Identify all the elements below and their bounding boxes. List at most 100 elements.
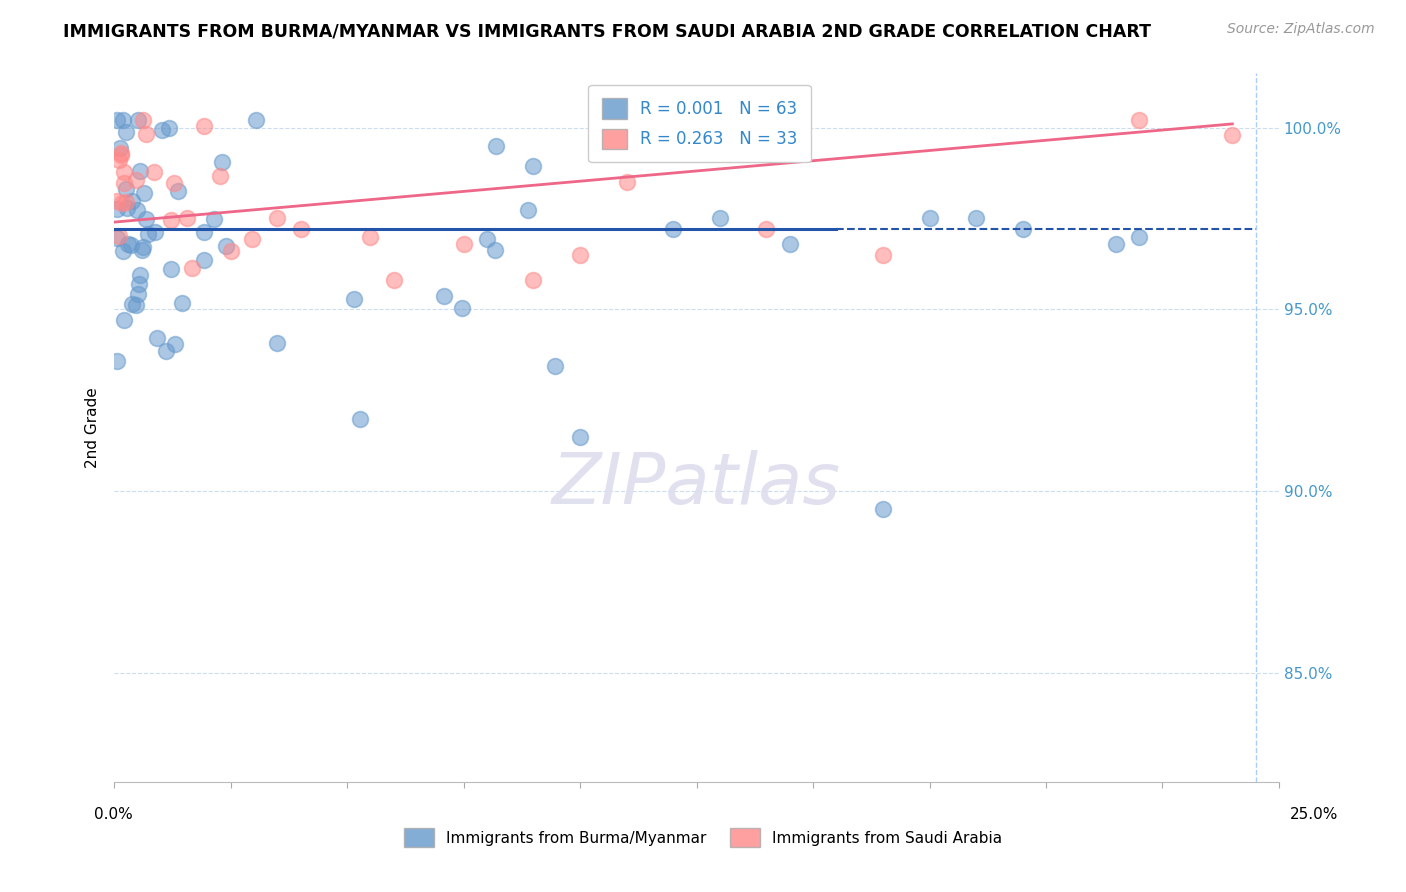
Point — [127, 113, 149, 128]
Point — [163, 336, 186, 351]
Point — [662, 222, 685, 236]
Y-axis label: 2nd Grade: 2nd Grade — [86, 387, 100, 468]
Point — [128, 277, 150, 291]
Point — [211, 155, 233, 169]
Point — [145, 330, 167, 344]
Point — [872, 248, 894, 262]
Point — [1011, 222, 1033, 236]
Point — [111, 244, 134, 258]
Point — [162, 176, 184, 190]
Point — [343, 292, 366, 306]
Point — [105, 230, 128, 244]
Point — [779, 236, 801, 251]
Point — [219, 244, 242, 259]
Point — [105, 354, 128, 368]
Point — [125, 173, 148, 187]
Point — [132, 240, 155, 254]
Point — [209, 169, 232, 184]
Point — [543, 359, 565, 373]
Point — [266, 336, 288, 351]
Point — [245, 113, 267, 128]
Point — [125, 297, 148, 311]
Point — [108, 228, 131, 243]
Point — [112, 113, 135, 128]
Point — [569, 248, 592, 262]
Point — [1105, 236, 1128, 251]
Point — [349, 411, 371, 425]
Point — [522, 273, 544, 287]
Point — [709, 211, 731, 226]
Point — [115, 181, 138, 195]
Point — [160, 212, 183, 227]
Text: ZIPatlas: ZIPatlas — [553, 450, 841, 519]
Point — [110, 148, 132, 162]
Point — [105, 202, 128, 217]
Point — [127, 287, 149, 301]
Point — [240, 232, 263, 246]
Legend: R = 0.001   N = 63, R = 0.263   N = 33: R = 0.001 N = 63, R = 0.263 N = 33 — [589, 85, 811, 162]
Point — [131, 243, 153, 257]
Point — [569, 430, 592, 444]
Point — [125, 203, 148, 218]
Point — [166, 184, 188, 198]
Point — [965, 211, 987, 226]
Point — [121, 297, 143, 311]
Point — [181, 261, 204, 276]
Text: 25.0%: 25.0% — [1291, 807, 1339, 822]
Point — [155, 343, 177, 358]
Point — [138, 227, 160, 242]
Point — [918, 211, 941, 226]
Point — [266, 211, 288, 226]
Point — [1220, 128, 1243, 142]
Point — [215, 239, 238, 253]
Point — [475, 232, 498, 246]
Point — [117, 237, 139, 252]
Point — [176, 211, 198, 225]
Point — [112, 312, 135, 326]
Point — [616, 175, 638, 189]
Point — [433, 288, 456, 302]
Point — [359, 229, 381, 244]
Point — [135, 127, 157, 141]
Point — [143, 165, 166, 179]
Text: Source: ZipAtlas.com: Source: ZipAtlas.com — [1227, 22, 1375, 37]
Point — [1128, 229, 1150, 244]
Point — [202, 212, 225, 227]
Point — [135, 211, 157, 226]
Point — [111, 196, 134, 211]
Point — [115, 201, 138, 215]
Point — [1128, 113, 1150, 128]
Point — [112, 165, 135, 179]
Point — [159, 262, 181, 277]
Point — [522, 159, 544, 173]
Point — [112, 177, 135, 191]
Point — [105, 194, 128, 208]
Point — [105, 113, 128, 128]
Text: IMMIGRANTS FROM BURMA/MYANMAR VS IMMIGRANTS FROM SAUDI ARABIA 2ND GRADE CORRELAT: IMMIGRANTS FROM BURMA/MYANMAR VS IMMIGRA… — [63, 22, 1152, 40]
Point — [157, 120, 180, 135]
Point — [517, 202, 540, 217]
Point — [150, 123, 173, 137]
Point — [115, 125, 138, 139]
Point — [120, 238, 142, 252]
Point — [121, 194, 143, 208]
Point — [290, 222, 312, 236]
Point — [872, 502, 894, 516]
Point — [131, 113, 153, 128]
Point — [110, 145, 132, 160]
Point — [193, 225, 215, 239]
Point — [129, 268, 152, 282]
Point — [450, 301, 472, 316]
Text: 0.0%: 0.0% — [94, 807, 134, 822]
Point — [108, 141, 131, 155]
Point — [755, 222, 778, 236]
Point — [132, 186, 155, 200]
Point — [145, 225, 167, 239]
Point — [382, 273, 405, 287]
Legend: Immigrants from Burma/Myanmar, Immigrants from Saudi Arabia: Immigrants from Burma/Myanmar, Immigrant… — [398, 822, 1008, 853]
Point — [453, 236, 475, 251]
Point — [115, 195, 138, 210]
Point — [170, 296, 193, 310]
Point — [108, 153, 131, 167]
Point — [129, 163, 152, 178]
